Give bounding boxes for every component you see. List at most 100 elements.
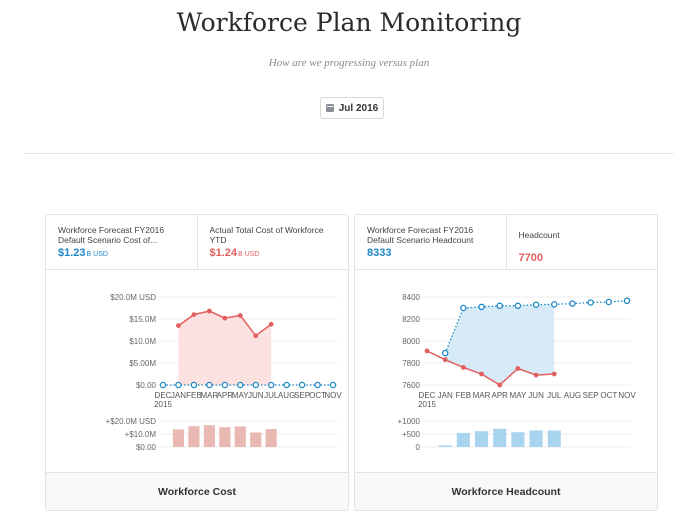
forecast-point	[551, 301, 558, 308]
variance-bar	[203, 425, 215, 447]
variance-bar	[188, 426, 200, 447]
y-tick-label: $10.0M	[129, 337, 156, 346]
forecast-point	[175, 381, 182, 389]
kpi-value-number: $1.24	[209, 247, 238, 259]
actual-point	[424, 348, 430, 354]
y-tick-label: $20.0M USD	[110, 293, 156, 302]
actual-point	[222, 315, 228, 321]
actual-point	[206, 308, 212, 314]
forecast-point	[605, 298, 613, 306]
kpi-value: $1.24B USD	[210, 247, 337, 259]
variance-y-tick-label: 0	[416, 443, 421, 452]
y-tick-label: 7800	[402, 359, 420, 368]
forecast-series-line	[444, 300, 628, 354]
x-tick-label: FEB	[456, 391, 472, 400]
variance-bar	[493, 428, 507, 447]
forecast-point	[314, 381, 321, 389]
variance-bar	[265, 429, 277, 447]
forecast-point	[159, 381, 167, 389]
headcount-forecast-kpi[interactable]: Workforce Forecast FY2016 Default Scenar…	[355, 215, 506, 269]
cost-kpi-row: Workforce Forecast FY2016 Default Scenar…	[46, 215, 348, 270]
page-title: Workforce Plan Monitoring	[176, 8, 522, 37]
actual-point	[551, 371, 557, 377]
actual-point	[497, 382, 503, 388]
forecast-point	[532, 301, 540, 308]
forecast-point	[206, 381, 213, 389]
actual-point	[533, 372, 539, 378]
workforce-cost-chart[interactable]: $0.00 $5.00M $10.0M $15.0M $20.0M USD DEC2015…	[46, 271, 349, 471]
actual-point	[176, 323, 181, 328]
variance-bar	[172, 429, 185, 447]
forecast-point	[283, 381, 290, 389]
divider	[24, 153, 674, 154]
kpi-value: $1.23B USD	[58, 247, 185, 259]
x-tick-label: OCT	[600, 391, 617, 400]
variance-y-tick-label: +$20.0M USD	[106, 417, 157, 426]
variance-area	[445, 304, 555, 385]
variance-bar	[529, 430, 543, 447]
variance-bar	[456, 432, 470, 447]
kpi-label: Headcount	[518, 230, 560, 240]
forecast-point	[298, 381, 306, 389]
variance-area	[178, 311, 272, 385]
x-tick-label: MAR	[200, 391, 218, 400]
forecast-point	[569, 300, 576, 307]
actual-point	[253, 333, 259, 339]
actual-point	[442, 357, 448, 363]
forecast-point	[267, 381, 275, 389]
x-tick-label: SEP	[583, 391, 599, 400]
y-tick-label: 8400	[402, 293, 420, 302]
x-tick-label: DEC	[155, 391, 172, 400]
kpi-label: Workforce Forecast FY2016 Default Scenar…	[58, 225, 165, 245]
actual-point	[460, 365, 466, 370]
x-tick-label: JAN	[171, 391, 186, 400]
variance-bar	[511, 432, 525, 447]
x-tick-label: NOV	[324, 391, 342, 400]
variance-bar	[547, 430, 561, 447]
cost-forecast-kpi[interactable]: Workforce Forecast FY2016 Default Scenar…	[46, 215, 197, 269]
forecast-point	[237, 381, 244, 389]
x-tick-label: FEB	[186, 391, 202, 400]
x-tick-label: JUN	[248, 391, 264, 400]
x-tick-label: MAR	[473, 391, 491, 400]
kpi-value-number: $1.23	[58, 247, 86, 259]
kpi-unit: B USD	[86, 251, 108, 258]
kpi-label: Workforce Forecast FY2016 Default Scenar…	[367, 225, 474, 245]
actual-point	[237, 313, 243, 318]
cost-actual-kpi[interactable]: Actual Total Cost of Workforce YTD $1.24…	[196, 215, 349, 269]
workforce-headcount-footer[interactable]: Workforce Headcount	[355, 472, 657, 510]
x-tick-label: AUG	[564, 391, 581, 400]
variance-bar	[438, 445, 452, 447]
date-filter-button[interactable]: Jul 2016	[320, 97, 384, 119]
workforce-cost-card: Workforce Forecast FY2016 Default Scenar…	[45, 214, 349, 511]
forecast-point	[478, 303, 485, 311]
headcount-actual-kpi[interactable]: Headcount 7700	[505, 215, 658, 269]
variance-bar	[250, 432, 262, 447]
actual-point	[479, 371, 484, 377]
y-tick-label: 8000	[402, 337, 420, 346]
x-tick-label: JUN	[528, 391, 544, 400]
variance-bar	[475, 431, 489, 447]
x-tick-label: SEP	[294, 391, 310, 400]
actual-point	[515, 366, 521, 371]
page-subtitle: How are we progressing versus plan	[268, 57, 430, 69]
calendar-icon	[325, 104, 334, 112]
forecast-point	[587, 299, 594, 306]
forecast-point	[623, 297, 631, 305]
x-tick-label: 2015	[418, 400, 436, 409]
kpi-label: Actual Total Cost of Workforce YTD	[209, 225, 324, 245]
y-tick-label: $5.00M	[129, 359, 156, 368]
y-tick-label: 8200	[402, 315, 420, 324]
forecast-point	[329, 381, 337, 389]
actual-series-line	[426, 350, 555, 386]
x-tick-label: APR	[492, 391, 509, 400]
forecast-point	[496, 302, 503, 310]
forecast-point	[190, 381, 198, 389]
forecast-point	[441, 349, 449, 357]
kpi-value: 8333	[367, 247, 392, 259]
y-tick-label: $15.0M	[129, 315, 156, 324]
variance-bar	[219, 427, 231, 447]
x-tick-label: AUG	[278, 391, 295, 400]
workforce-cost-footer[interactable]: Workforce Cost	[46, 472, 348, 510]
